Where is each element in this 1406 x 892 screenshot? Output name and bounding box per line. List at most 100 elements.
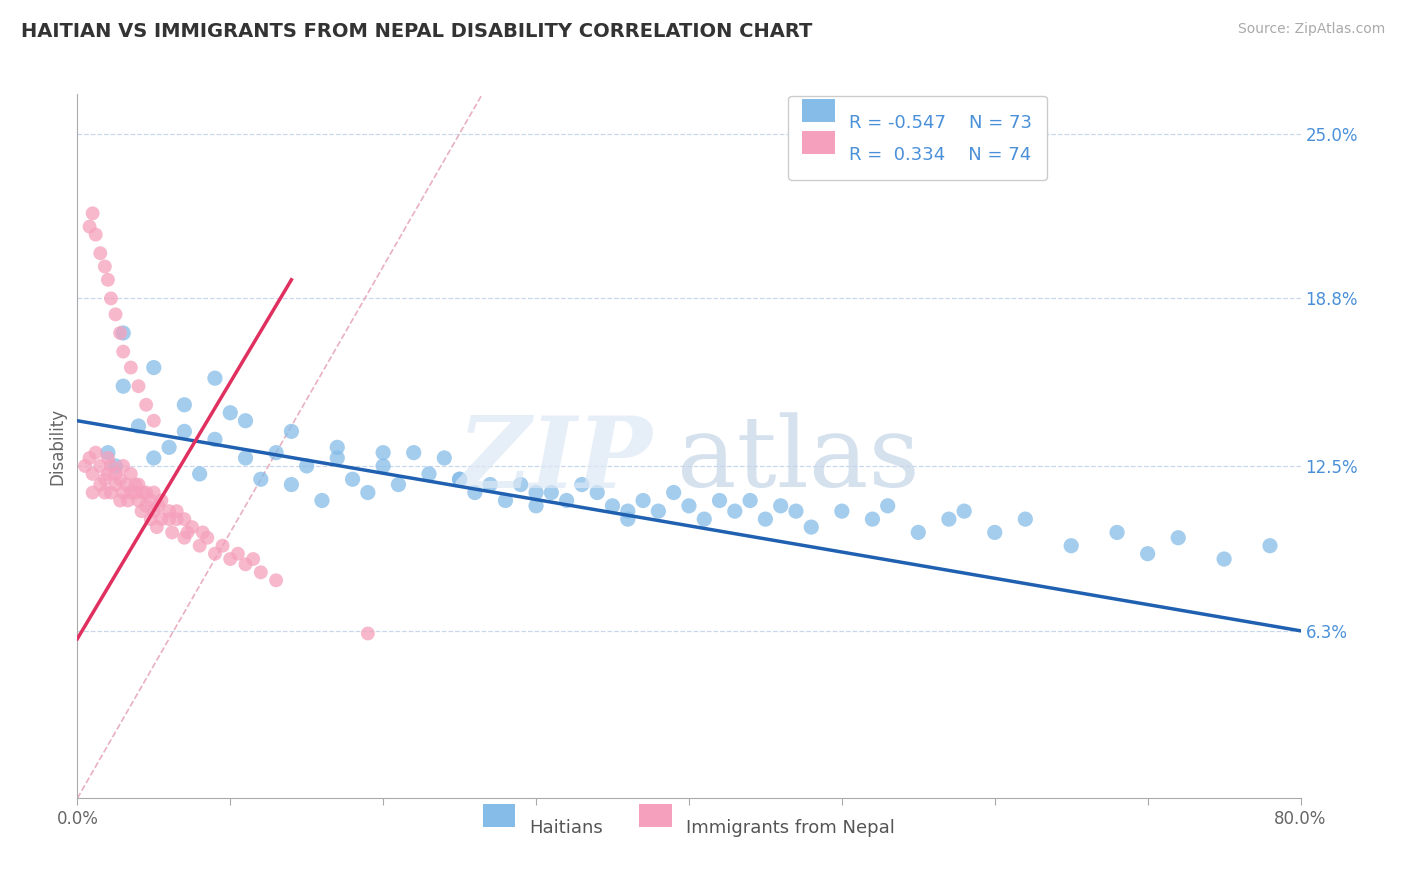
- Point: [127, 493, 149, 508]
- Point: [142, 414, 165, 428]
- Point: [540, 485, 562, 500]
- Point: [79, 450, 101, 465]
- Point: [117, 493, 139, 508]
- Point: [219, 406, 242, 420]
- Point: [104, 467, 127, 481]
- Point: [94, 472, 117, 486]
- Point: [586, 485, 609, 500]
- Text: ZIP: ZIP: [457, 412, 652, 508]
- Point: [509, 477, 531, 491]
- Point: [357, 626, 380, 640]
- Point: [678, 499, 700, 513]
- Point: [135, 499, 157, 513]
- Point: [82, 206, 104, 220]
- Point: [188, 467, 211, 481]
- Point: [1060, 539, 1083, 553]
- Point: [938, 512, 960, 526]
- Point: [188, 539, 211, 553]
- Point: [785, 504, 807, 518]
- Point: [104, 458, 127, 473]
- Point: [135, 398, 157, 412]
- Point: [173, 425, 195, 439]
- Point: [1136, 547, 1159, 561]
- Point: [166, 512, 188, 526]
- Point: [326, 450, 349, 465]
- Point: [148, 499, 170, 513]
- Point: [100, 292, 122, 306]
- Point: [242, 552, 264, 566]
- Point: [831, 504, 853, 518]
- Point: [139, 493, 162, 508]
- Point: [112, 379, 135, 393]
- Point: [82, 485, 104, 500]
- Point: [108, 493, 131, 508]
- Point: [219, 552, 242, 566]
- Point: [94, 485, 117, 500]
- Point: [311, 493, 333, 508]
- Point: [124, 477, 146, 491]
- Point: [342, 472, 364, 486]
- Point: [191, 525, 214, 540]
- Point: [280, 477, 302, 491]
- Point: [112, 344, 135, 359]
- Point: [235, 414, 257, 428]
- Point: [108, 326, 131, 340]
- Point: [862, 512, 884, 526]
- Text: HAITIAN VS IMMIGRANTS FROM NEPAL DISABILITY CORRELATION CHART: HAITIAN VS IMMIGRANTS FROM NEPAL DISABIL…: [21, 22, 813, 41]
- Point: [115, 477, 138, 491]
- Point: [142, 485, 165, 500]
- Point: [295, 458, 318, 473]
- Point: [120, 467, 142, 481]
- Point: [100, 485, 122, 500]
- Point: [139, 512, 162, 526]
- Point: [173, 512, 195, 526]
- Point: [142, 450, 165, 465]
- Point: [97, 445, 120, 459]
- Point: [754, 512, 776, 526]
- Point: [142, 360, 165, 375]
- Point: [157, 440, 180, 454]
- Legend: Haitians, Immigrants from Nepal: Haitians, Immigrants from Nepal: [468, 801, 910, 853]
- Point: [555, 493, 578, 508]
- Point: [173, 398, 195, 412]
- Point: [176, 525, 198, 540]
- Point: [204, 371, 226, 385]
- Point: [211, 539, 233, 553]
- Point: [157, 512, 180, 526]
- Point: [84, 227, 107, 242]
- Point: [264, 445, 287, 459]
- Point: [693, 512, 716, 526]
- Point: [631, 493, 654, 508]
- Point: [433, 450, 456, 465]
- Point: [108, 472, 131, 486]
- Point: [135, 485, 157, 500]
- Point: [120, 485, 142, 500]
- Point: [104, 307, 127, 321]
- Point: [571, 477, 593, 491]
- Point: [181, 520, 204, 534]
- Point: [524, 485, 547, 500]
- Point: [371, 445, 394, 459]
- Point: [449, 472, 471, 486]
- Point: [984, 525, 1007, 540]
- Point: [371, 458, 394, 473]
- Point: [127, 379, 149, 393]
- Point: [112, 485, 135, 500]
- Point: [146, 520, 169, 534]
- Point: [127, 477, 149, 491]
- Point: [226, 547, 249, 561]
- Point: [280, 425, 302, 439]
- Point: [387, 477, 409, 491]
- Point: [418, 467, 440, 481]
- Point: [876, 499, 898, 513]
- Point: [800, 520, 823, 534]
- Point: [166, 504, 188, 518]
- Point: [402, 445, 425, 459]
- Point: [132, 485, 155, 500]
- Point: [602, 499, 624, 513]
- Point: [150, 493, 173, 508]
- Point: [1167, 531, 1189, 545]
- Point: [953, 504, 976, 518]
- Point: [204, 547, 226, 561]
- Point: [157, 504, 180, 518]
